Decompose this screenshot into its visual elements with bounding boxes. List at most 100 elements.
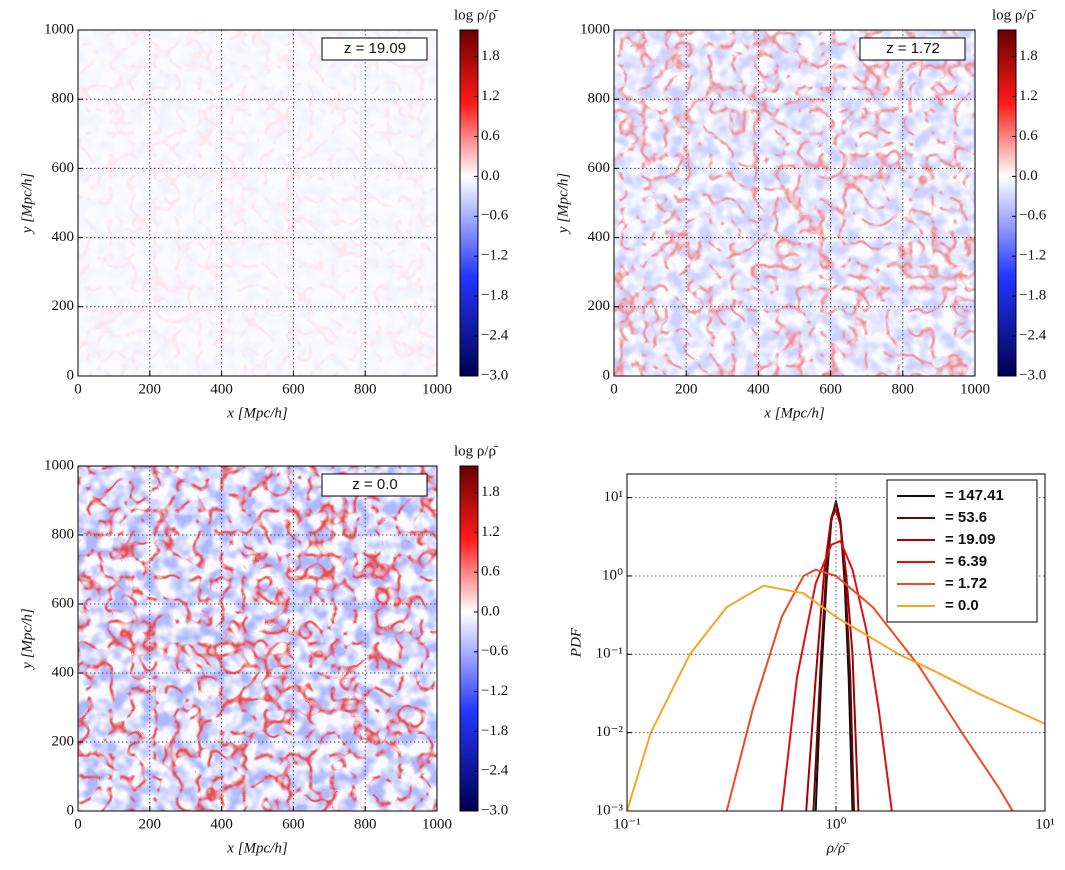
- colorbar-tick-label: 0.0: [1019, 168, 1038, 184]
- x-axis-label: x [Mpc/h]: [226, 405, 288, 421]
- colorbar-tick-label: −1.2: [481, 248, 508, 264]
- y-tick-label: 800: [52, 91, 75, 107]
- y-tick-label: 400: [52, 229, 75, 245]
- legend-label: = 53.6: [945, 509, 987, 526]
- colorbar-tick-label: −0.6: [481, 643, 509, 659]
- plot-frame: [77, 29, 438, 377]
- y-tick-label: 0: [603, 367, 611, 383]
- x-tick-label: 200: [139, 381, 162, 397]
- y-tick-label: 600: [588, 160, 611, 176]
- y-axis-label: y [Mpc/h]: [555, 173, 571, 236]
- colorbar-tick-label: 1.2: [481, 88, 500, 104]
- legend-box: [886, 479, 1038, 623]
- y-tick-label: 1000: [580, 21, 610, 37]
- x-tick-label: 800: [354, 816, 377, 832]
- x-tick-label: 200: [139, 816, 162, 832]
- colorbar-label: log ρ/ρ̄: [454, 443, 499, 459]
- y-tick-label: 10⁻¹: [596, 646, 623, 662]
- colorbar-tick-label: −2.4: [1019, 328, 1047, 344]
- colorbar: [459, 29, 479, 377]
- density-field: [614, 30, 975, 376]
- colorbar-tick-label: 1.8: [481, 484, 500, 500]
- y-tick-label: 10⁻³: [596, 802, 624, 818]
- colorbar-tick-label: −3.0: [481, 367, 508, 383]
- colorbar-tick-label: −0.6: [1019, 208, 1047, 224]
- x-tick-label: 200: [675, 381, 698, 397]
- legend-label: = 19.09: [945, 531, 995, 548]
- x-axis-label: x [Mpc/h]: [226, 840, 288, 856]
- annotation: z = 0.0: [352, 476, 397, 493]
- annotation: z = 19.09: [344, 40, 406, 57]
- plot-frame: [613, 29, 976, 377]
- y-tick-label: 400: [52, 664, 75, 680]
- colorbar-tick-label: 1.8: [481, 48, 500, 64]
- colorbar-tick-label: 1.2: [481, 524, 500, 540]
- colorbar-tick-label: −2.4: [481, 763, 509, 779]
- x-tick-label: 400: [747, 381, 770, 397]
- y-axis-label: PDF: [568, 627, 584, 658]
- x-tick-label: 10¹: [1035, 816, 1055, 832]
- x-tick-label: 10⁻¹: [613, 816, 640, 832]
- annotation-box: [859, 37, 966, 61]
- x-tick-label: 0: [610, 381, 618, 397]
- x-tick-label: 600: [282, 381, 305, 397]
- y-tick-label: 800: [52, 526, 75, 542]
- legend-label: = 0.0: [945, 597, 979, 614]
- y-tick-label: 600: [52, 160, 75, 176]
- colorbar-label: log ρ/ρ̄: [454, 7, 499, 23]
- y-tick-label: 1000: [44, 457, 74, 473]
- x-tick-label: 800: [354, 381, 377, 397]
- density-field: [78, 466, 437, 811]
- y-tick-label: 200: [588, 298, 611, 314]
- legend-label: = 147.41: [945, 487, 1004, 504]
- y-tick-label: 600: [52, 595, 75, 611]
- y-tick-label: 800: [588, 91, 611, 107]
- y-axis-label: y [Mpc/h]: [19, 173, 35, 236]
- y-tick-label: 0: [67, 367, 75, 383]
- y-axis-label: y [Mpc/h]: [19, 608, 35, 671]
- y-tick-label: 10⁻²: [596, 724, 624, 740]
- plot-frame: [626, 473, 1046, 812]
- x-tick-label: 10⁰: [825, 816, 846, 832]
- legend-label: = 1.72: [945, 575, 987, 592]
- y-tick-label: 200: [52, 298, 75, 314]
- colorbar-tick-label: 1.8: [1019, 48, 1038, 64]
- colorbar-tick-label: −0.6: [481, 208, 509, 224]
- legend-label: = 6.39: [945, 553, 987, 570]
- y-tick-label: 0: [67, 802, 75, 818]
- x-tick-label: 1000: [422, 816, 452, 832]
- pdf-line: [780, 539, 893, 811]
- colorbar-tick-label: 0.6: [1019, 128, 1038, 144]
- annotation: z = 1.72: [886, 40, 940, 57]
- x-tick-label: 400: [210, 816, 233, 832]
- colorbar-tick-label: −2.4: [481, 328, 509, 344]
- colorbar-tick-label: 0.0: [481, 168, 500, 184]
- y-tick-label: 400: [588, 229, 611, 245]
- colorbar-tick-label: −1.2: [1019, 248, 1046, 264]
- plot-frame: [77, 465, 438, 812]
- colorbar-tick-label: −1.2: [481, 683, 508, 699]
- colorbar-tick-label: −1.8: [481, 288, 508, 304]
- y-tick-label: 10¹: [604, 489, 624, 505]
- x-tick-label: 400: [210, 381, 233, 397]
- pdf-line: [627, 584, 1045, 811]
- y-tick-label: 10⁰: [602, 567, 623, 583]
- annotation-box: [321, 473, 428, 497]
- y-tick-label: 1000: [44, 21, 74, 37]
- colorbar-tick-label: 0.0: [481, 603, 500, 619]
- x-tick-label: 0: [74, 816, 82, 832]
- colorbar-tick-label: 0.6: [481, 564, 500, 580]
- x-tick-label: 0: [74, 381, 82, 397]
- x-tick-label: 1000: [960, 381, 990, 397]
- x-tick-label: 800: [892, 381, 915, 397]
- colorbar-tick-label: −3.0: [481, 802, 508, 818]
- colorbar-tick-label: −1.8: [1019, 288, 1046, 304]
- colorbar: [997, 29, 1017, 377]
- colorbar-tick-label: −1.8: [481, 723, 508, 739]
- colorbar-tick-label: −3.0: [1019, 367, 1046, 383]
- annotation-box: [321, 37, 428, 61]
- x-tick-label: 1000: [422, 381, 452, 397]
- colorbar-tick-label: 1.2: [1019, 88, 1038, 104]
- pdf-line: [805, 508, 860, 811]
